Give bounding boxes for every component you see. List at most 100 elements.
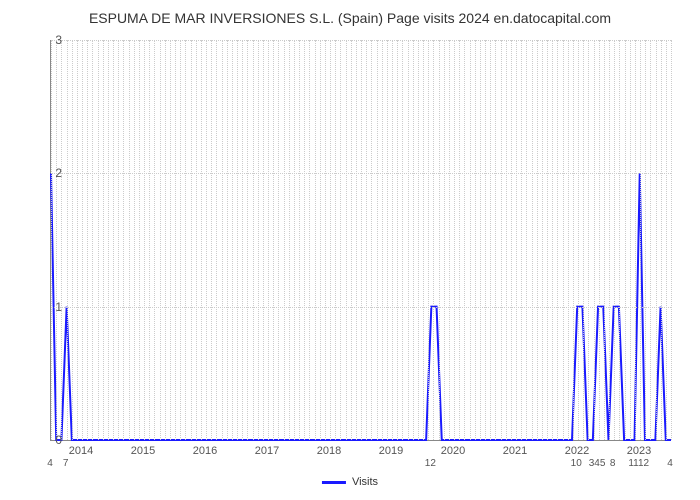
grid-line-v: [521, 40, 522, 440]
grid-line-v: [464, 40, 465, 440]
grid-line-v: [537, 40, 538, 440]
grid-line-v: [366, 40, 367, 440]
grid-line-v: [661, 40, 662, 440]
x-tick-label: 2020: [441, 445, 465, 457]
grid-line-v: [268, 40, 269, 440]
grid-line-v: [361, 40, 362, 440]
grid-line-v: [475, 40, 476, 440]
grid-line-v: [340, 40, 341, 440]
grid-line-v: [346, 40, 347, 440]
grid-line-v: [568, 40, 569, 440]
grid-line-v: [371, 40, 372, 440]
y-tick-label: 2: [42, 166, 62, 180]
x-value-label: 345: [589, 458, 606, 469]
grid-line-v: [351, 40, 352, 440]
grid-line-v: [165, 40, 166, 440]
grid-line-v: [103, 40, 104, 440]
grid-line-v: [470, 40, 471, 440]
grid-line-v: [645, 40, 646, 440]
grid-line-v: [87, 40, 88, 440]
grid-line-v: [542, 40, 543, 440]
grid-line-v: [123, 40, 124, 440]
grid-line-v: [666, 40, 667, 440]
grid-line-v: [309, 40, 310, 440]
grid-line-v: [444, 40, 445, 440]
grid-line-v: [490, 40, 491, 440]
x-tick-label: 2021: [503, 445, 527, 457]
grid-line-v: [232, 40, 233, 440]
grid-line-v: [356, 40, 357, 440]
grid-line-v: [578, 40, 579, 440]
grid-line-v: [92, 40, 93, 440]
grid-line-v: [253, 40, 254, 440]
grid-line-v: [382, 40, 383, 440]
x-tick-label: 2014: [69, 445, 93, 457]
grid-line-v: [237, 40, 238, 440]
grid-line-v: [604, 40, 605, 440]
grid-line-v: [532, 40, 533, 440]
grid-line-v: [289, 40, 290, 440]
grid-line-v: [191, 40, 192, 440]
grid-line-v: [51, 40, 52, 440]
grid-line-v: [72, 40, 73, 440]
grid-line-v: [67, 40, 68, 440]
grid-line-v: [77, 40, 78, 440]
x-tick-label: 2019: [379, 445, 403, 457]
grid-line-v: [418, 40, 419, 440]
grid-line-v: [247, 40, 248, 440]
grid-line-v: [175, 40, 176, 440]
grid-line-v: [82, 40, 83, 440]
grid-line-v: [640, 40, 641, 440]
grid-line-v: [129, 40, 130, 440]
grid-line-v: [433, 40, 434, 440]
grid-line-v: [439, 40, 440, 440]
grid-line-v: [98, 40, 99, 440]
grid-line-v: [56, 40, 57, 440]
grid-line-v: [397, 40, 398, 440]
chart-container: ESPUMA DE MAR INVERSIONES S.L. (Spain) P…: [10, 10, 690, 490]
grid-line-v: [480, 40, 481, 440]
grid-line-v: [625, 40, 626, 440]
grid-line-v: [501, 40, 502, 440]
grid-line-v: [61, 40, 62, 440]
grid-line-v: [671, 40, 672, 440]
grid-line-v: [118, 40, 119, 440]
legend-label: Visits: [352, 476, 378, 488]
grid-line-v: [325, 40, 326, 440]
grid-line-v: [428, 40, 429, 440]
grid-line-v: [526, 40, 527, 440]
grid-line-v: [392, 40, 393, 440]
grid-line-v: [206, 40, 207, 440]
grid-line-v: [583, 40, 584, 440]
grid-line-v: [299, 40, 300, 440]
x-value-label: 1112: [628, 458, 649, 469]
legend-swatch: [322, 481, 346, 484]
grid-line-v: [449, 40, 450, 440]
grid-line-v: [108, 40, 109, 440]
grid-line-v: [614, 40, 615, 440]
grid-line-v: [170, 40, 171, 440]
grid-line-v: [635, 40, 636, 440]
grid-line-v: [201, 40, 202, 440]
grid-line-v: [516, 40, 517, 440]
grid-line-v: [139, 40, 140, 440]
x-tick-label: 2015: [131, 445, 155, 457]
grid-line-v: [149, 40, 150, 440]
grid-line-v: [408, 40, 409, 440]
grid-line-v: [160, 40, 161, 440]
x-value-label: 4: [47, 458, 53, 469]
grid-line-v: [619, 40, 620, 440]
x-value-label: 4: [667, 458, 673, 469]
grid-line-v: [650, 40, 651, 440]
grid-line-v: [588, 40, 589, 440]
plot-area: [50, 40, 671, 441]
grid-line-v: [330, 40, 331, 440]
grid-line-v: [630, 40, 631, 440]
grid-line-v: [594, 40, 595, 440]
grid-line-v: [599, 40, 600, 440]
chart-title: ESPUMA DE MAR INVERSIONES S.L. (Spain) P…: [10, 10, 690, 26]
grid-line-v: [609, 40, 610, 440]
grid-line-v: [144, 40, 145, 440]
grid-line-v: [454, 40, 455, 440]
grid-line-v: [387, 40, 388, 440]
